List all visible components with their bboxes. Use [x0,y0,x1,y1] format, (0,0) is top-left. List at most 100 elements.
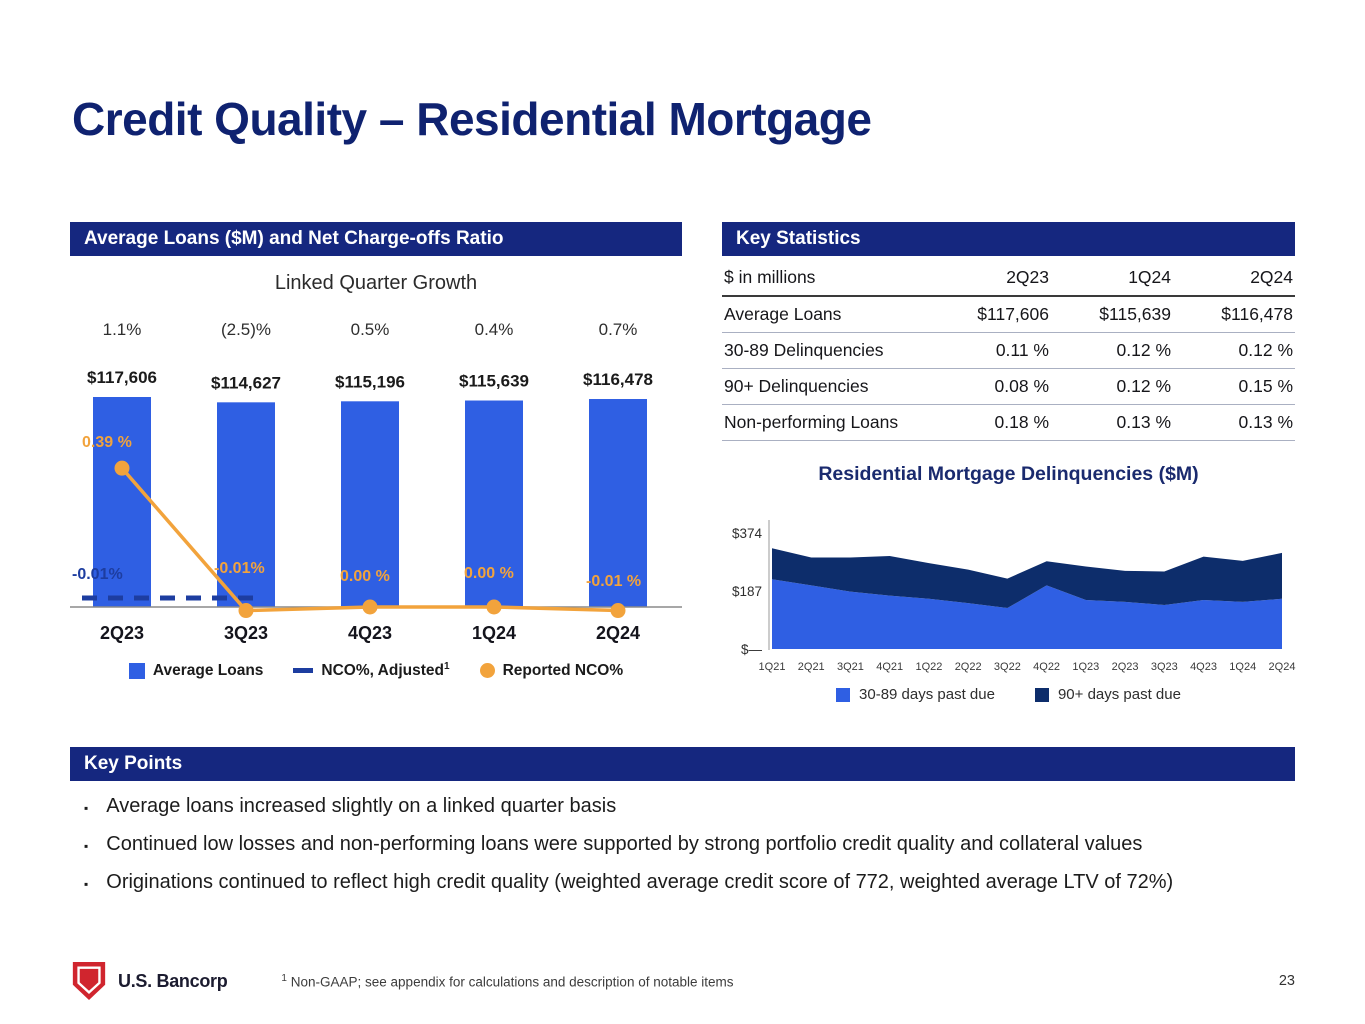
svg-text:-0.01%: -0.01% [72,566,123,583]
svg-text:-0.01%: -0.01% [214,560,265,577]
stats-cell: 0.12 % [1051,332,1173,369]
stats-col-2q24: 2Q24 [1173,260,1295,297]
key-points-header: Key Points [70,747,1295,781]
bullet-icon: ▪ [84,839,89,853]
stats-row-label: Non-performing Loans [722,404,929,441]
legend-30-89-days: 30-89 days past due [836,686,995,703]
stats-cell: $117,606 [929,296,1051,333]
svg-text:4Q22: 4Q22 [1033,661,1060,673]
key-point-text: Continued low losses and non-performing … [106,833,1143,855]
key-points-section: Key Points ▪ Average loans increased sli… [70,747,1295,909]
svg-text:0.00 %: 0.00 % [340,568,390,585]
svg-text:0.00 %: 0.00 % [464,565,514,582]
svg-text:$—: $— [741,642,763,657]
svg-text:2Q24: 2Q24 [1269,661,1296,673]
table-row: Non-performing Loans 0.18 % 0.13 % 0.13 … [722,404,1295,441]
key-points-list: ▪ Average loans increased slightly on a … [70,795,1295,894]
legend-reported-nco-label: Reported NCO% [502,661,624,679]
svg-text:$114,627: $114,627 [211,373,281,392]
svg-text:0.4%: 0.4% [475,320,514,339]
svg-text:1Q22: 1Q22 [915,661,942,673]
svg-text:4Q23: 4Q23 [1190,661,1217,673]
table-row: Average Loans $117,606 $115,639 $116,478 [722,296,1295,333]
legend-30-89-days-label: 30-89 days past due [859,686,995,703]
footnote: 1 Non-GAAP; see appendix for calculation… [281,972,734,990]
stats-cell: 0.12 % [1173,332,1295,369]
days-30-89-swatch-icon [836,687,851,702]
legend-90-plus-days-label: 90+ days past due [1057,686,1181,703]
key-statistics-table: $ in millions 2Q23 1Q24 2Q24 Average Loa… [722,260,1295,441]
table-row: 30-89 Delinquencies 0.11 % 0.12 % 0.12 % [722,332,1295,369]
linked-quarter-growth-subtitle: Linked Quarter Growth [274,272,478,294]
svg-text:4Q23: 4Q23 [348,623,392,643]
stats-row-label: 30-89 Delinquencies [722,332,929,369]
average-loans-panel: Average Loans ($M) and Net Charge-offs R… [70,222,682,680]
stats-header-row: $ in millions 2Q23 1Q24 2Q24 [722,260,1295,297]
stats-row-label: Average Loans [722,296,929,333]
stats-cell: 0.12 % [1051,368,1173,405]
svg-text:$117,606: $117,606 [87,368,157,387]
svg-text:(2.5)%: (2.5)% [221,320,271,339]
stats-cell: 0.13 % [1051,404,1173,441]
stats-cell: 0.13 % [1173,404,1295,441]
nco-adjusted-dash-icon [293,668,314,674]
stats-cell: $115,639 [1051,296,1173,333]
svg-text:0.7%: 0.7% [599,320,638,339]
legend-90-plus-days: 90+ days past due [1034,686,1181,703]
average-loans-swatch-icon [128,662,145,679]
stats-col-2q23: 2Q23 [929,260,1051,297]
bar-chart-legend: Average Loans NCO%, Adjusted1 Reported N… [70,661,682,680]
svg-text:3Q23: 3Q23 [1151,661,1178,673]
legend-nco-adjusted: NCO%, Adjusted1 [293,661,450,680]
key-statistics-header: Key Statistics [722,222,1295,256]
page-number: 23 [1278,973,1295,989]
reported-nco-dot-icon [479,663,495,679]
svg-text:1Q24: 1Q24 [1229,661,1256,673]
svg-text:1Q24: 1Q24 [472,623,516,643]
svg-text:$187: $187 [732,584,762,599]
svg-text:2Q23: 2Q23 [1112,661,1139,673]
legend-nco-adjusted-label: NCO%, Adjusted1 [321,661,450,680]
legend-average-loans: Average Loans [128,661,264,680]
logo-text: U.S. Bancorp [118,970,228,991]
legend-average-loans-label: Average Loans [152,661,264,679]
svg-text:2Q23: 2Q23 [100,623,144,643]
page-title: Credit Quality – Residential Mortgage [72,93,872,145]
svg-text:2Q24: 2Q24 [596,623,640,643]
bullet-icon: ▪ [84,877,89,891]
list-item: ▪ Average loans increased slightly on a … [84,795,1295,818]
key-point-text: Originations continued to reflect high c… [106,871,1174,893]
area-chart-legend: 30-89 days past due 90+ days past due [722,686,1295,703]
us-bancorp-shield-icon [72,962,106,1000]
stats-col-1q24: 1Q24 [1051,260,1173,297]
key-point-text: Average loans increased slightly on a li… [106,795,617,817]
svg-text:3Q21: 3Q21 [837,661,864,673]
key-statistics-panel: Key Statistics $ in millions 2Q23 1Q24 2… [722,222,1295,703]
table-row: 90+ Delinquencies 0.08 % 0.12 % 0.15 % [722,368,1295,405]
average-loans-panel-header: Average Loans ($M) and Net Charge-offs R… [70,222,682,256]
stats-cell: 0.08 % [929,368,1051,405]
svg-text:$374: $374 [732,526,763,541]
svg-text:3Q23: 3Q23 [224,623,268,643]
footer: U.S. Bancorp 1 Non-GAAP; see appendix fo… [70,960,1295,1002]
stats-row-label: 90+ Delinquencies [722,368,929,405]
average-loans-nco-chart: 1.1% $117,606 2Q23 (2.5)% $114,627 3Q23 0.5% $1… [70,320,682,643]
stats-col-label: $ in millions [722,260,929,297]
svg-text:$115,639: $115,639 [459,372,529,391]
svg-text:$115,196: $115,196 [335,372,405,391]
svg-text:3Q22: 3Q22 [994,661,1021,673]
svg-text:0.5%: 0.5% [351,320,390,339]
svg-text:-0.01 %: -0.01 % [586,573,641,590]
svg-text:0.39 %: 0.39 % [82,434,132,451]
svg-text:1Q23: 1Q23 [1072,661,1099,673]
delinquencies-area-chart: $374 $187 $— 1Q21 2Q21 3Q21 4Q21 1Q22 2Q22 3Q22 4Q… [732,520,1296,673]
svg-text:2Q22: 2Q22 [955,661,982,673]
stats-cell: $116,478 [1173,296,1295,333]
days-90-plus-swatch-icon [1034,687,1049,702]
svg-text:1Q21: 1Q21 [759,661,786,673]
stats-cell: 0.18 % [929,404,1051,441]
list-item: ▪ Continued low losses and non-performin… [84,833,1295,856]
bullet-icon: ▪ [84,801,89,815]
us-bancorp-logo: U.S. Bancorp [70,960,228,1002]
